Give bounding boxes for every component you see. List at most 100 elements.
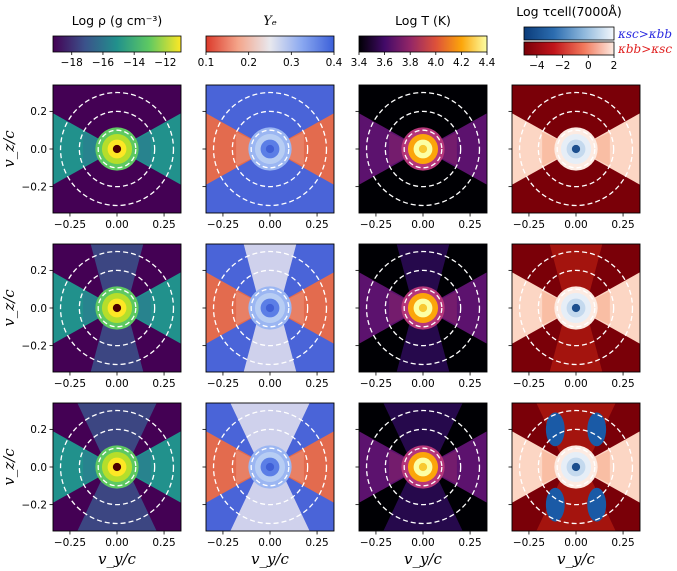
dashed-circle — [365, 91, 481, 207]
core-hole — [571, 303, 581, 313]
core-hole — [265, 303, 275, 313]
colorbar-tick-label: 4.0 — [427, 57, 444, 69]
core-hole — [418, 462, 428, 472]
colorbar-rho: Log ρ (g cm⁻³) −18 −16 −14 −12 — [52, 13, 182, 69]
colorbar-bar — [52, 35, 182, 53]
colorbar-bar — [205, 35, 335, 53]
dashed-circle — [365, 409, 481, 525]
dashed-circle — [231, 110, 309, 188]
polar-outflow — [230, 403, 310, 467]
colorbar-tick-label: −18 — [61, 57, 83, 69]
panel-r1-rho: −0.25 0.00 0.25 0.2 0.0 −0.2 — [22, 84, 182, 231]
y-axis-label: v_z/c — [0, 448, 18, 486]
panel-image — [512, 403, 640, 531]
polar-outflow — [77, 403, 157, 467]
colorbar-tick-label: 0.3 — [283, 57, 300, 69]
colorbar-tick-label: 0.2 — [240, 57, 257, 69]
axis-labels: v_z/c v_z/c v_z/c v_y/c v_y/c v_y/c v_y/c — [0, 130, 596, 568]
dashed-circle — [212, 409, 328, 525]
panel-r3-rho: −0.25 0.00 0.25 0.2 0.0 −0.2 — [22, 402, 182, 549]
x-tick-label: −0.25 — [513, 378, 545, 390]
dashed-circle — [78, 110, 156, 188]
scattering-lobe — [545, 487, 565, 522]
colorbar-tick-label: 2 — [611, 60, 618, 72]
x-axis-label: v_y/c — [98, 550, 137, 568]
colorbar-tick-label: −4 — [529, 60, 545, 72]
panel-image — [206, 403, 334, 531]
dashed-circle — [365, 250, 481, 366]
dashed-circle — [250, 288, 290, 328]
panel-image — [359, 244, 487, 372]
colorbar-tick-label: −2 — [555, 60, 570, 72]
polar-outflow — [77, 467, 157, 531]
x-tick-label: 0.00 — [564, 537, 587, 549]
x-tick-label: 0.00 — [564, 378, 587, 390]
x-tick-label: 0.25 — [611, 537, 634, 549]
colorbar-tick-label: 0.4 — [326, 57, 343, 69]
dashed-circle — [537, 269, 615, 347]
x-tick-label: 0.25 — [458, 537, 481, 549]
dashed-circle — [537, 110, 615, 188]
scattering-lobe — [587, 487, 607, 522]
colorbar-title: Log T (K) — [395, 13, 451, 28]
x-axis-label: v_y/c — [404, 550, 443, 568]
colorbar-title: Log ρ (g cm⁻³) — [72, 13, 163, 28]
scattering-lobe — [587, 412, 607, 447]
panel-image — [359, 85, 487, 213]
dashed-circle — [403, 288, 443, 328]
core-hole — [265, 462, 275, 472]
y-tick-label: −0.2 — [22, 181, 48, 193]
dashed-circle — [403, 129, 443, 169]
panel-image — [53, 85, 181, 213]
dashed-circle — [250, 129, 290, 169]
panel-r1-Ye: −0.25 0.00 0.25 — [202, 84, 335, 231]
core-hole — [112, 303, 122, 313]
polar-outflow — [383, 403, 463, 467]
colorbar-T: Log T (K) 3.4 3.6 3.8 4.0 4.2 4.4 — [351, 13, 496, 69]
panel-r1-tau_cell: −0.25 0.00 0.25 — [508, 84, 641, 231]
colorbar-title: Yₑ — [263, 14, 277, 29]
panel-r2-T: −0.25 0.00 0.25 — [355, 243, 488, 390]
x-tick-label: 0.25 — [458, 378, 481, 390]
dashed-circle — [384, 110, 462, 188]
x-tick-label: 0.00 — [258, 219, 281, 231]
legend-top: κsc>κbb — [617, 27, 672, 41]
x-tick-label: 0.25 — [305, 537, 328, 549]
x-tick-label: 0.00 — [105, 378, 128, 390]
panel-image — [53, 244, 181, 372]
dashed-circle — [250, 447, 290, 487]
dashed-circle — [403, 447, 443, 487]
colorbar-Ye: Yₑ 0.1 0.2 0.3 0.4 — [198, 14, 343, 69]
x-tick-label: −0.25 — [513, 537, 545, 549]
x-tick-label: 0.25 — [152, 537, 175, 549]
panel-image — [53, 403, 181, 531]
x-tick-label: −0.25 — [360, 537, 392, 549]
dashed-circle — [78, 428, 156, 506]
core-hole — [418, 303, 428, 313]
x-tick-label: −0.25 — [54, 219, 86, 231]
x-tick-label: −0.25 — [207, 537, 239, 549]
x-tick-label: 0.25 — [611, 219, 634, 231]
y-tick-label: 0.2 — [30, 106, 47, 118]
dashed-circle — [231, 269, 309, 347]
colorbar-tick-label: 0.1 — [198, 57, 215, 69]
y-tick-label: 0.2 — [30, 424, 47, 436]
dashed-circle — [556, 129, 596, 169]
y-tick-label: 0.0 — [30, 144, 47, 156]
x-tick-label: −0.25 — [54, 537, 86, 549]
x-tick-label: 0.25 — [611, 378, 634, 390]
x-tick-label: 0.25 — [458, 219, 481, 231]
x-axis-label: v_y/c — [251, 550, 290, 568]
dashed-circle — [518, 91, 634, 207]
colorbar-tick-label: 4.2 — [453, 57, 470, 69]
colorbar-bar — [358, 35, 488, 53]
colorbar-tick-label: −12 — [154, 57, 176, 69]
dashed-circle — [384, 428, 462, 506]
x-tick-label: −0.25 — [360, 219, 392, 231]
colorbar-bar-top — [523, 26, 615, 41]
x-tick-label: −0.25 — [54, 378, 86, 390]
dashed-circle — [212, 250, 328, 366]
core-hole — [571, 462, 581, 472]
y-tick-label: −0.2 — [22, 499, 48, 511]
colorbar-tick-label: 0 — [585, 60, 592, 72]
